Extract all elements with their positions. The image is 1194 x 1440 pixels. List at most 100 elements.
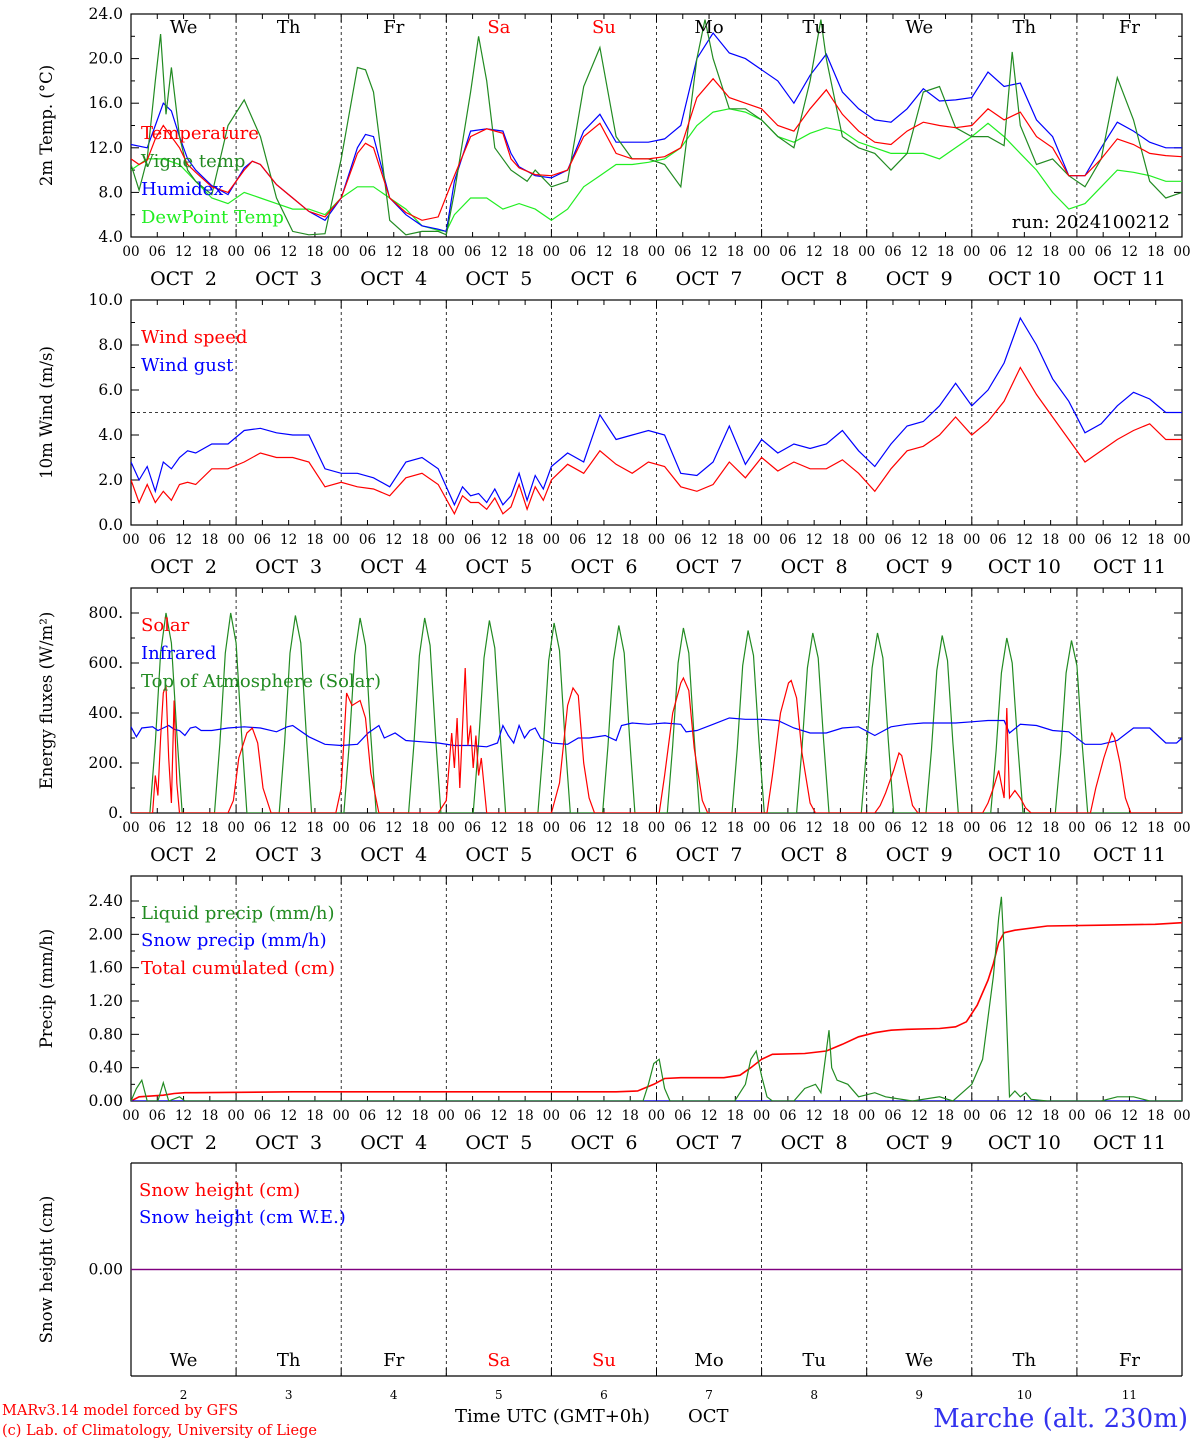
- hour-label: 00: [543, 820, 560, 836]
- day-number: 5: [495, 1388, 503, 1402]
- hour-label: 00: [228, 1108, 245, 1124]
- y-tick-label: 2.00: [88, 925, 123, 943]
- hour-label: 06: [359, 1108, 376, 1124]
- hour-label: 12: [1016, 244, 1033, 260]
- weekday-label: Th: [277, 17, 301, 38]
- hour-label: 18: [832, 820, 849, 836]
- legend-entry: Temperature: [141, 123, 259, 144]
- hour-label: 06: [989, 244, 1006, 260]
- y-tick-label: 600.: [88, 654, 123, 672]
- date-label: OCT 10: [988, 1132, 1061, 1154]
- hour-label: 12: [806, 244, 823, 260]
- hour-label: 06: [359, 244, 376, 260]
- hour-label: 00: [648, 820, 665, 836]
- hour-label: 18: [201, 820, 218, 836]
- hour-label: 00: [963, 820, 980, 836]
- day-number: 6: [600, 1388, 608, 1402]
- hour-label: 18: [1147, 244, 1164, 260]
- weekday-label: Fr: [383, 17, 404, 38]
- hour-label: 06: [149, 1108, 166, 1124]
- legend-entry: DewPoint Temp: [141, 207, 284, 228]
- hour-label: 12: [385, 820, 402, 836]
- date-label: OCT 4: [360, 556, 427, 578]
- hour-label: 12: [700, 1108, 717, 1124]
- hour-label: 06: [254, 1108, 271, 1124]
- date-label: OCT 10: [988, 268, 1061, 290]
- hour-label: 18: [201, 1108, 218, 1124]
- series-line-wind-gust: [131, 316, 1182, 507]
- date-label: OCT 9: [886, 1132, 953, 1154]
- hour-label: 12: [385, 1108, 402, 1124]
- hour-label: 18: [517, 244, 534, 260]
- y-axis-label: Energy fluxes (W/m²): [37, 612, 56, 790]
- day-number: 10: [1017, 1388, 1032, 1402]
- hour-label: 00: [333, 1108, 350, 1124]
- series-line-dewpoint-temp: [131, 108, 1182, 233]
- hour-label: 06: [464, 244, 481, 260]
- hour-label: 00: [858, 532, 875, 548]
- hour-label: 18: [727, 532, 744, 548]
- date-label: OCT 9: [886, 844, 953, 866]
- hour-label: 12: [280, 532, 297, 548]
- weekday-label: Su: [592, 17, 616, 38]
- hour-label: 12: [175, 244, 192, 260]
- hour-label: 00: [228, 244, 245, 260]
- weekday-label: We: [170, 1350, 198, 1371]
- y-tick-label: 16.0: [88, 94, 123, 112]
- hour-label: 12: [1121, 244, 1138, 260]
- hour-label: 00: [753, 1108, 770, 1124]
- date-label: OCT 9: [886, 556, 953, 578]
- date-label: OCT 11: [1093, 1132, 1166, 1154]
- model-credit: MARv3.14 model forced by GFS: [2, 1403, 238, 1419]
- hour-label: 12: [700, 532, 717, 548]
- hour-label: 06: [884, 532, 901, 548]
- hour-label: 00: [543, 1108, 560, 1124]
- hour-label: 06: [884, 244, 901, 260]
- hour-label: 00: [1173, 1108, 1190, 1124]
- day-number: 2: [180, 1388, 188, 1402]
- y-tick-label: 8.0: [98, 336, 123, 354]
- hour-label: 06: [569, 244, 586, 260]
- hour-label: 12: [1016, 532, 1033, 548]
- hour-label: 18: [1147, 532, 1164, 548]
- date-label: OCT 8: [781, 1132, 848, 1154]
- date-label: OCT 10: [988, 556, 1061, 578]
- date-label: OCT 4: [360, 268, 427, 290]
- run-label: run: 2024100212: [1012, 212, 1170, 233]
- hour-label: 18: [1042, 1108, 1059, 1124]
- date-label: OCT 3: [255, 268, 322, 290]
- hour-label: 12: [1121, 820, 1138, 836]
- weekday-label: Fr: [383, 1350, 404, 1371]
- weekday-label: We: [905, 1350, 933, 1371]
- hour-label: 18: [727, 820, 744, 836]
- weekday-label: Sa: [487, 1350, 510, 1371]
- date-label: OCT 6: [570, 844, 637, 866]
- date-label: OCT 10: [988, 844, 1061, 866]
- legend-entry: Total cumulated (cm): [141, 958, 335, 979]
- date-label: OCT 4: [360, 1132, 427, 1154]
- hour-label: 00: [753, 244, 770, 260]
- panel-frame: [130, 13, 1183, 238]
- hour-label: 00: [1068, 532, 1085, 548]
- legend-entry: Snow height (cm W.E.): [139, 1207, 346, 1228]
- hour-label: 06: [359, 532, 376, 548]
- hour-label: 12: [911, 820, 928, 836]
- date-label: OCT 6: [570, 1132, 637, 1154]
- hour-label: 18: [411, 1108, 428, 1124]
- date-label: OCT 8: [781, 268, 848, 290]
- legend-entry: Snow height (cm): [139, 1180, 300, 1201]
- hour-label: 00: [648, 532, 665, 548]
- hour-label: 12: [700, 244, 717, 260]
- date-label: OCT 7: [676, 556, 743, 578]
- x-axis-title: Time UTC (GMT+0h): [455, 1406, 650, 1427]
- hour-label: 00: [333, 532, 350, 548]
- hour-label: 00: [858, 244, 875, 260]
- hour-label: 06: [989, 532, 1006, 548]
- y-tick-label: 0.00: [88, 1261, 123, 1279]
- hour-label: 06: [674, 244, 691, 260]
- panel-frame: [130, 587, 1183, 814]
- hour-label: 06: [674, 532, 691, 548]
- y-tick-label: 2.0: [98, 471, 123, 489]
- weekday-label: Tu: [802, 17, 826, 38]
